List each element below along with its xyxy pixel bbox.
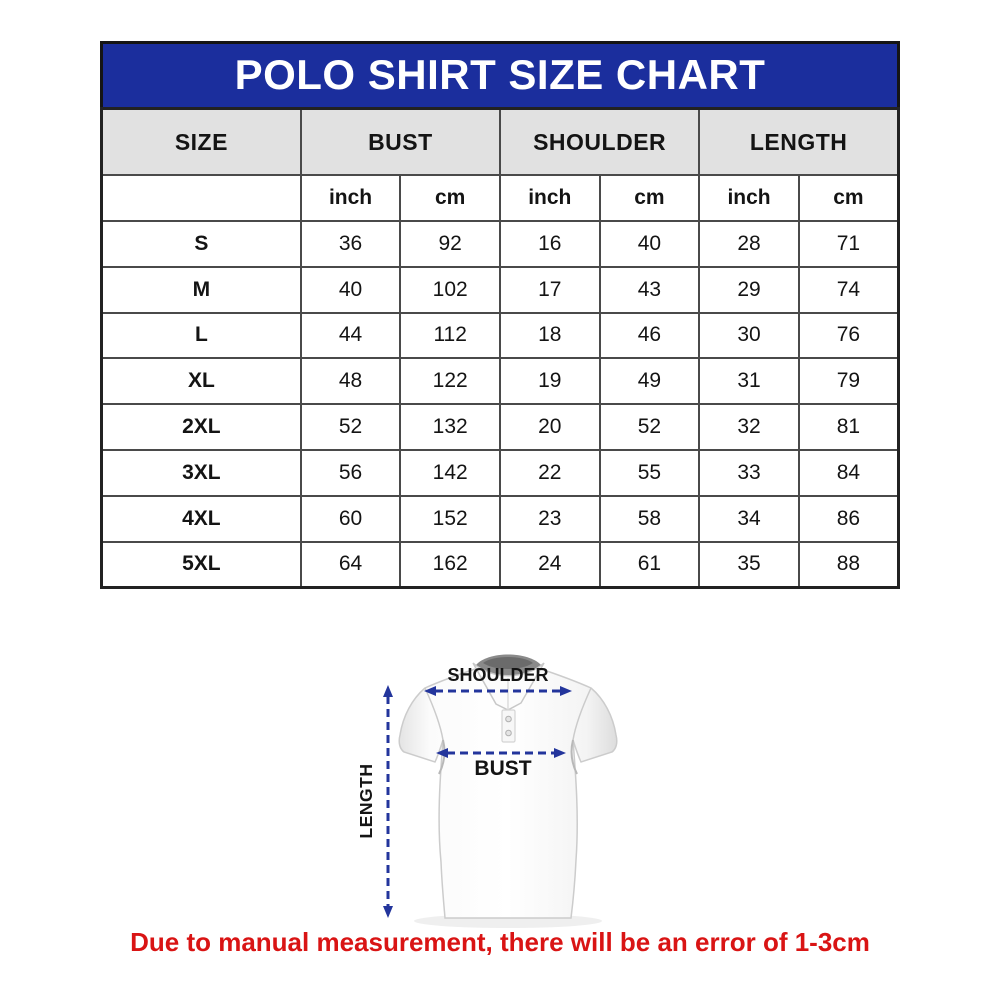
value-cell: 61 [598,540,701,589]
size-cell: 3XL [100,448,302,497]
size-cell: S [100,220,302,268]
value-cell: 19 [499,357,601,406]
size-cell: XL [100,357,302,406]
size-table: SIZE BUST SHOULDER LENGTH inch cm inch c… [100,107,900,590]
value-cell: 33 [698,448,800,497]
value-cell: 52 [598,403,701,451]
value-cell: 24 [499,540,601,589]
value-cell: 102 [399,265,501,314]
value-cell: 92 [399,220,501,268]
header-shoulder: SHOULDER [498,107,701,176]
sleeve-seam-left [424,687,444,741]
length-arrow [383,685,393,918]
chart-title: POLO SHIRT SIZE CHART [100,41,900,107]
table-row-m: M 40 102 17 43 29 74 [100,265,900,314]
value-cell: 79 [797,357,900,406]
size-chart-sheet: POLO SHIRT SIZE CHART SIZE BUST SHOULDER… [100,41,900,590]
unit-cell-bust-inch: inch [299,174,402,222]
table-row-l: L 44 112 18 46 30 76 [100,311,900,360]
polo-shirt-illustration: SHOULDER BUST LENGTH [356,654,618,928]
value-cell: 22 [499,448,601,497]
measurement-disclaimer: Due to manual measurement, there will be… [130,927,870,957]
value-cell: 17 [499,265,601,314]
value-cell: 52 [299,403,402,451]
size-cell: M [100,265,302,314]
value-cell: 18 [499,311,601,360]
header-length: LENGTH [698,107,900,176]
value-cell: 28 [698,220,800,268]
value-cell: 122 [399,357,501,406]
table-row-2xl: 2XL 52 132 20 52 32 81 [100,403,900,451]
unit-blank-cell [100,174,302,222]
value-cell: 152 [399,494,501,543]
bust-arrow [436,748,566,758]
value-cell: 76 [797,311,900,360]
shoulder-label: SHOULDER [447,665,548,685]
value-cell: 132 [399,403,501,451]
value-cell: 44 [299,311,402,360]
neck-opening-inner [483,657,533,669]
value-cell: 36 [299,220,402,268]
armpit-shade-left [438,739,446,775]
unit-cell-shoulder-cm: cm [598,174,701,222]
value-cell: 23 [499,494,601,543]
table-unit-row: inch cm inch cm inch cm [100,174,900,222]
armpit-shade-right [570,739,578,775]
bust-label: BUST [474,757,531,780]
sleeve-seam-right [572,687,592,741]
table-row-5xl: 5XL 64 162 24 61 35 88 [100,540,900,589]
table-row-s: S 36 92 16 40 28 71 [100,220,900,268]
header-size: SIZE [100,107,302,176]
shoulder-arrow [424,686,572,696]
size-cell: 4XL [100,494,302,543]
unit-cell-length-cm: cm [797,174,900,222]
value-cell: 20 [499,403,601,451]
placket [501,709,516,743]
value-cell: 35 [698,540,800,589]
size-cell: 5XL [100,540,302,589]
button-bottom [505,729,512,737]
measurement-diagram: SHOULDER BUST LENGTH [355,638,645,938]
table-row-3xl: 3XL 56 142 22 55 33 84 [100,448,900,497]
unit-cell-shoulder-inch: inch [499,174,601,222]
value-cell: 58 [598,494,701,543]
value-cell: 32 [698,403,800,451]
value-cell: 55 [598,448,701,497]
value-cell: 40 [598,220,701,268]
header-bust: BUST [299,107,502,176]
value-cell: 81 [797,403,900,451]
shirt-body [398,667,618,919]
unit-cell-length-inch: inch [698,174,800,222]
value-cell: 162 [399,540,501,589]
value-cell: 16 [499,220,601,268]
value-cell: 74 [797,265,900,314]
table-row-xl: XL 48 122 19 49 31 79 [100,357,900,406]
value-cell: 49 [598,357,701,406]
length-label: LENGTH [356,764,376,839]
value-cell: 112 [399,311,501,360]
value-cell: 71 [797,220,900,268]
value-cell: 64 [299,540,402,589]
value-cell: 142 [399,448,501,497]
value-cell: 48 [299,357,402,406]
size-cell: 2XL [100,403,302,451]
table-row-4xl: 4XL 60 152 23 58 34 86 [100,494,900,543]
table-group-header-row: SIZE BUST SHOULDER LENGTH [100,107,900,176]
button-top [505,715,512,723]
value-cell: 84 [797,448,900,497]
size-cell: L [100,311,302,360]
value-cell: 86 [797,494,900,543]
value-cell: 60 [299,494,402,543]
value-cell: 31 [698,357,800,406]
value-cell: 40 [299,265,402,314]
value-cell: 56 [299,448,402,497]
value-cell: 29 [698,265,800,314]
unit-cell-bust-cm: cm [399,174,501,222]
value-cell: 30 [698,311,800,360]
value-cell: 34 [698,494,800,543]
value-cell: 43 [598,265,701,314]
value-cell: 46 [598,311,701,360]
value-cell: 88 [797,540,900,589]
